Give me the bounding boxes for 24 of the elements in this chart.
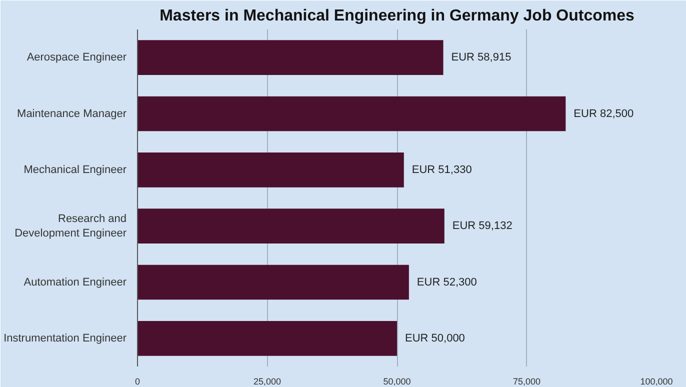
- bar: [138, 264, 409, 300]
- y-tick-label: Research and Development Engineer: [14, 212, 127, 240]
- data-label: EUR 50,000: [405, 332, 465, 344]
- bar: [138, 208, 444, 244]
- data-label: EUR 58,915: [451, 52, 512, 64]
- y-tick-label: Instrumentation Engineer: [4, 332, 127, 344]
- data-label: EUR 51,330: [412, 164, 472, 176]
- x-tick-label: 25,000: [253, 376, 282, 386]
- y-tick-label: Mechanical Engineer: [24, 164, 127, 176]
- y-tick-label: Maintenance Manager: [17, 108, 127, 120]
- bar: [138, 40, 444, 75]
- bar: [138, 96, 566, 132]
- chart-title: Masters in Mechanical Engineering in Germany Job Outcomes: [160, 8, 634, 24]
- x-tick-label: 0: [134, 376, 140, 386]
- y-tick-label: Automation Engineer: [24, 276, 127, 288]
- data-label: EUR 52,300: [416, 276, 477, 288]
- data-label: EUR 59,132: [452, 220, 512, 232]
- data-label: EUR 82,500: [574, 108, 634, 120]
- x-tick-label: 75,000: [512, 376, 541, 386]
- bar: [138, 152, 404, 188]
- bar: [138, 321, 397, 356]
- x-tick-label: 50,000: [383, 376, 411, 386]
- x-tick-label: 100,000: [640, 376, 673, 386]
- y-tick-label: Aerospace Engineer: [26, 52, 127, 64]
